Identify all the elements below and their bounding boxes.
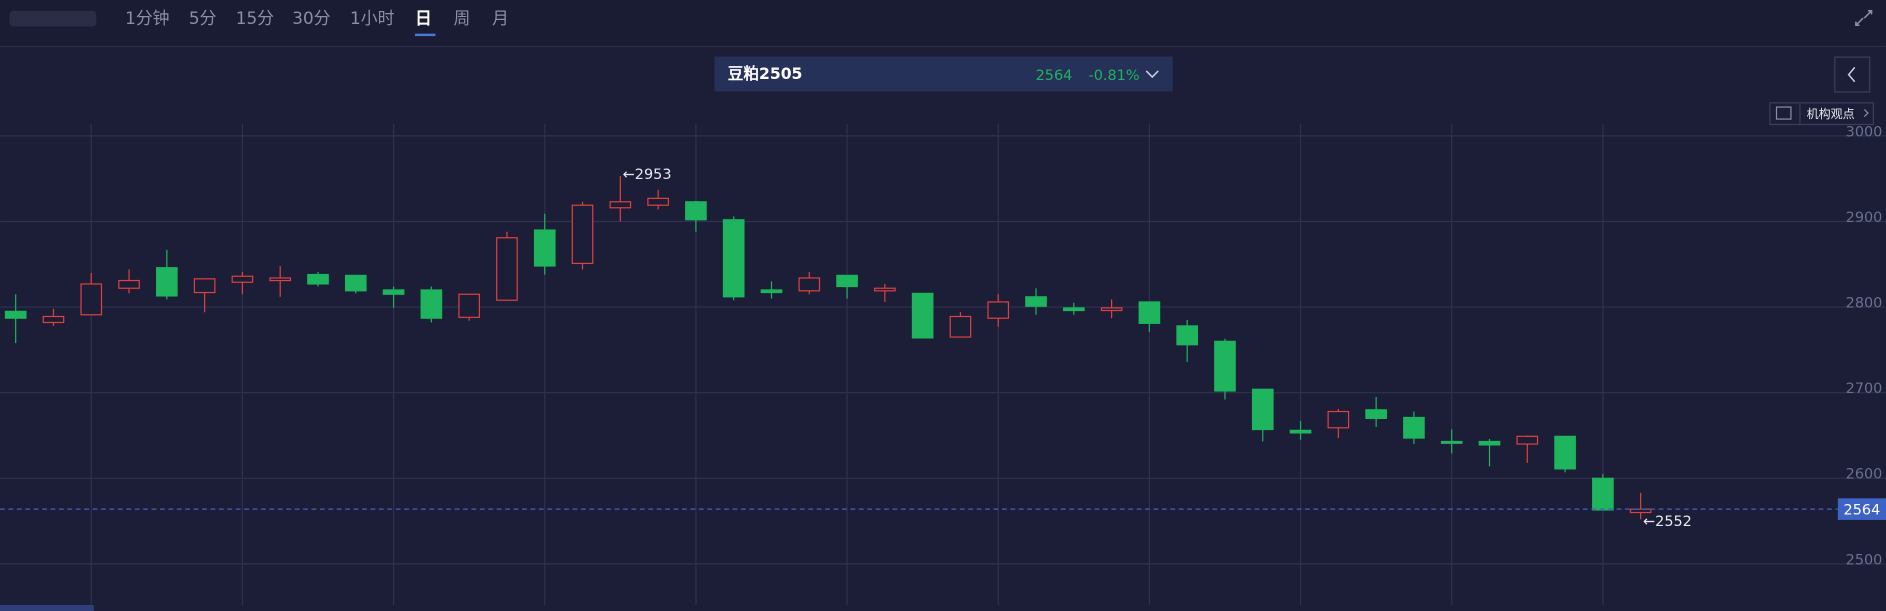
candle-body bbox=[496, 237, 518, 301]
instrument-bar[interactable] bbox=[714, 56, 1173, 92]
candle-body bbox=[458, 293, 480, 318]
candle-body bbox=[1176, 325, 1199, 346]
candle-body bbox=[949, 315, 972, 338]
y-tick-label: 2500 bbox=[1846, 552, 1883, 568]
max-annotation: ←2953 bbox=[623, 167, 672, 183]
opinion-icon bbox=[1775, 106, 1792, 120]
candle-body bbox=[1403, 416, 1425, 439]
candle-body bbox=[571, 204, 594, 265]
candle-body bbox=[874, 287, 896, 292]
instrument-change: -0.81% bbox=[1089, 68, 1140, 84]
candle-body bbox=[420, 289, 443, 319]
candle-body bbox=[1100, 307, 1123, 312]
candle-body bbox=[1554, 435, 1576, 470]
opinion-arrow bbox=[1863, 109, 1869, 118]
opinion-button[interactable] bbox=[1769, 102, 1874, 126]
candle-body bbox=[760, 289, 783, 294]
candle-body bbox=[836, 274, 858, 288]
interval-tab[interactable]: 1小时 bbox=[350, 8, 395, 28]
interval-tab[interactable]: 30分 bbox=[292, 8, 330, 28]
candle-body bbox=[1025, 296, 1047, 307]
candle-body bbox=[4, 310, 27, 319]
candle-body bbox=[1289, 429, 1312, 434]
candle-body bbox=[1251, 388, 1274, 431]
interval-tab[interactable]: 5分 bbox=[189, 8, 217, 28]
y-tick-label: 2800 bbox=[1846, 295, 1883, 311]
candle-body bbox=[1365, 409, 1387, 419]
candle-body bbox=[1214, 340, 1236, 392]
dropdown-icon[interactable] bbox=[1145, 70, 1159, 79]
interval-tab[interactable]: 1分钟 bbox=[125, 8, 169, 28]
candle-body bbox=[1516, 435, 1539, 445]
y-tick-label: 2700 bbox=[1846, 381, 1883, 397]
toolbar-intervals: 1分钟 5分 15分 30分 1小时日 周 月 bbox=[125, 8, 509, 37]
candle-body bbox=[231, 275, 254, 283]
opinion-label: 机构观点 bbox=[1807, 106, 1855, 121]
candle-body bbox=[193, 278, 216, 294]
back-icon bbox=[1847, 66, 1856, 83]
interval-tab[interactable]: 月 bbox=[492, 8, 509, 28]
instrument-price: 2564 bbox=[1036, 68, 1073, 84]
candle-body bbox=[118, 279, 140, 289]
candle-body bbox=[1592, 477, 1614, 511]
candle-body bbox=[685, 201, 707, 221]
candle-body bbox=[911, 292, 934, 339]
candle-body bbox=[1327, 410, 1350, 429]
instrument-name: 豆粕2505 bbox=[728, 64, 803, 83]
interval-tab[interactable]: 周 bbox=[453, 8, 470, 28]
candle-body bbox=[156, 267, 178, 297]
scrollbar[interactable] bbox=[0, 604, 94, 611]
candle-body bbox=[42, 315, 65, 324]
candle-body bbox=[1138, 301, 1161, 324]
interval-tab[interactable]: 15分 bbox=[236, 8, 274, 28]
interval-tab[interactable]: 日 bbox=[415, 8, 432, 28]
collapse-icon[interactable] bbox=[1855, 10, 1873, 27]
back-button[interactable] bbox=[1834, 56, 1871, 93]
last-price-label: 2564 bbox=[1844, 502, 1881, 518]
plot: 2500 2600 2700 2800 2900 3000 ←2953 ←2552 2564 bbox=[0, 123, 1886, 605]
logo bbox=[9, 10, 97, 27]
y-tick-label: 2900 bbox=[1846, 210, 1883, 226]
candle-body bbox=[1062, 307, 1085, 312]
candle-body bbox=[798, 277, 821, 292]
toolbar bbox=[0, 0, 1886, 46]
candle-body bbox=[269, 277, 292, 282]
min-annotation: ←2552 bbox=[1643, 514, 1692, 530]
candle-body bbox=[382, 289, 405, 295]
candle-body bbox=[609, 201, 632, 209]
candle-body bbox=[1629, 508, 1652, 514]
y-tick-label: 3000 bbox=[1846, 124, 1883, 140]
candle-body bbox=[647, 197, 669, 206]
candle-body bbox=[1478, 440, 1501, 446]
candle-body bbox=[80, 283, 103, 316]
candle-body bbox=[307, 273, 329, 285]
candle-body bbox=[722, 219, 745, 298]
candle-body bbox=[533, 229, 556, 267]
active-underline bbox=[414, 33, 436, 37]
candle-body bbox=[987, 301, 1010, 319]
y-tick-label: 2600 bbox=[1846, 467, 1883, 483]
candle-body bbox=[344, 274, 367, 292]
last-price-box bbox=[1837, 498, 1886, 520]
candle-body bbox=[1440, 440, 1463, 444]
